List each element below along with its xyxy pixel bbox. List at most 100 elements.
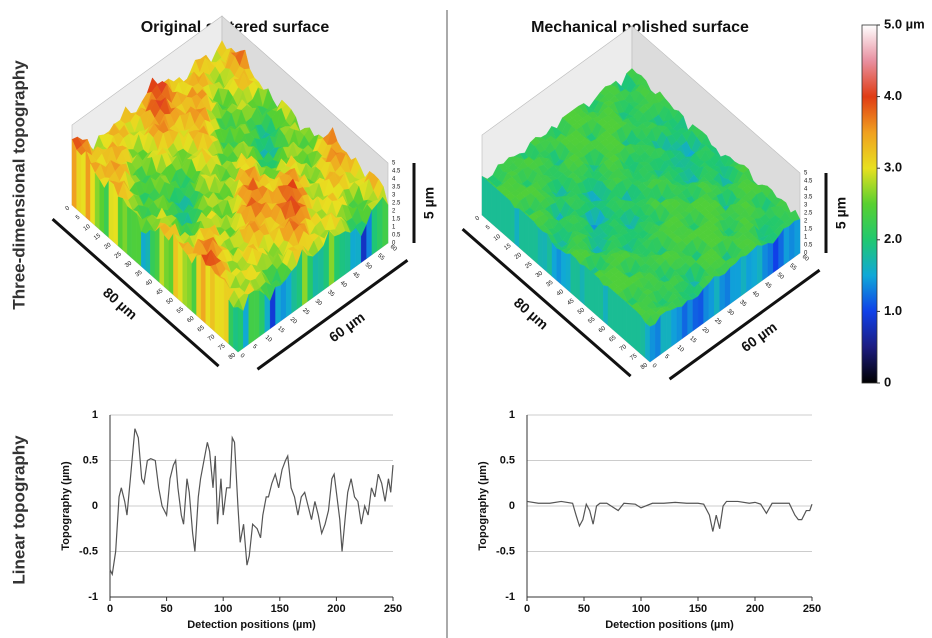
surface-side xyxy=(631,306,637,351)
surface-side xyxy=(676,306,683,343)
axis-line-3d xyxy=(461,227,632,378)
surface-side xyxy=(514,208,520,249)
tick-label-3d: 80 xyxy=(228,352,237,361)
surface-side xyxy=(76,149,82,214)
tick-label-3d: 2.5 xyxy=(392,201,401,207)
surface-side xyxy=(85,151,91,222)
surface-side xyxy=(168,233,174,296)
surface-side xyxy=(491,183,497,228)
surface-side xyxy=(692,296,699,332)
colorbar-label: 3.0 xyxy=(884,160,902,175)
surface-side xyxy=(173,232,179,300)
surface-side xyxy=(286,270,292,318)
surface-side xyxy=(756,245,763,285)
tick-label-3d: 15 xyxy=(688,336,697,345)
x-tick-label: 250 xyxy=(803,603,821,615)
surface-side xyxy=(724,266,731,308)
surface-side xyxy=(291,264,298,314)
x-axis-label: Detection positions (µm) xyxy=(605,619,734,631)
surface-side xyxy=(328,230,335,287)
surface-side xyxy=(104,179,110,239)
y-tick-label: -1 xyxy=(505,591,515,603)
surface-side xyxy=(237,306,244,353)
surface-side xyxy=(228,299,234,349)
surface-side xyxy=(528,216,534,261)
surface-side xyxy=(205,265,211,328)
surface-side xyxy=(210,265,216,333)
tick-label-3d: 60 xyxy=(801,254,810,263)
tick-label-3d: 50 xyxy=(166,297,175,306)
tick-label-3d: 0 xyxy=(239,353,246,360)
y-axis-label: Topography (µm) xyxy=(477,461,489,551)
tick-label-3d: 30 xyxy=(726,308,735,317)
tick-label-3d: 60 xyxy=(389,244,398,253)
tick-label-3d: 40 xyxy=(556,289,565,298)
surface-side xyxy=(612,290,618,334)
surface-side xyxy=(551,242,557,281)
row-label: Three-dimensional topography xyxy=(9,60,28,310)
tick-label-3d: 15 xyxy=(93,233,102,242)
surface-side xyxy=(182,248,188,308)
surface-side xyxy=(584,265,590,310)
tick-label-3d: 2 xyxy=(804,219,808,225)
surface-side xyxy=(382,196,389,248)
surface-side xyxy=(495,188,501,232)
tick-label-3d: 5 xyxy=(804,171,808,177)
surface-side xyxy=(117,196,123,251)
tick-label-3d: 70 xyxy=(207,334,216,343)
tick-label-3d: 60 xyxy=(598,325,607,334)
tick-label-3d: 55 xyxy=(176,306,185,315)
tick-label-3d: 5 xyxy=(251,344,258,351)
tick-label-3d: 80 xyxy=(640,362,649,371)
tick-label-3d: 35 xyxy=(326,289,335,298)
y-tick-label: 0 xyxy=(92,500,98,512)
surface-side xyxy=(122,197,128,255)
surface-side xyxy=(789,220,795,262)
surface-side xyxy=(164,234,170,292)
surface-side xyxy=(509,199,515,245)
surface-side xyxy=(177,241,183,304)
tick-label-3d: 0 xyxy=(392,241,396,247)
x-tick-label: 200 xyxy=(746,603,764,615)
tick-label-3d: 15 xyxy=(276,326,285,335)
surface-side xyxy=(150,229,156,279)
tick-label-3d: 65 xyxy=(608,334,617,343)
y-tick-label: -0.5 xyxy=(496,545,515,557)
x-tick-label: 150 xyxy=(689,603,707,615)
x-tick-label: 100 xyxy=(632,603,650,615)
surface-side xyxy=(90,163,96,226)
axis-label-3d: 5 µm xyxy=(833,197,849,229)
surface-side xyxy=(730,263,736,304)
tick-label-3d: 30 xyxy=(535,270,544,279)
tick-label-3d: 3.5 xyxy=(804,195,813,201)
tick-label-3d: 10 xyxy=(83,223,92,232)
surface-side xyxy=(280,278,287,322)
surface-side xyxy=(275,285,282,326)
tick-label-3d: 20 xyxy=(103,242,112,251)
y-tick-label: -0.5 xyxy=(79,545,98,557)
surface-side xyxy=(344,231,351,275)
surface-side xyxy=(617,294,623,338)
tick-label-3d: 55 xyxy=(788,263,797,272)
y-tick-label: 0.5 xyxy=(500,454,515,466)
tick-label-3d: 4.5 xyxy=(804,179,813,185)
row-label: Linear topography xyxy=(9,435,28,585)
surface-side xyxy=(505,196,511,240)
surface-side xyxy=(145,229,151,275)
line xyxy=(526,500,813,532)
surface-side xyxy=(519,208,525,253)
y-axis-label: Topography (µm) xyxy=(60,461,72,551)
colorbar-label: 4.0 xyxy=(884,88,902,103)
surface-side xyxy=(523,212,529,257)
surface-side xyxy=(607,286,613,330)
x-axis-label: Detection positions (µm) xyxy=(187,619,316,631)
tick-label-3d: 35 xyxy=(738,299,747,308)
tick-label-3d: 15 xyxy=(503,243,512,252)
tick-label-3d: 4 xyxy=(392,177,396,183)
tick-label-3d: 1.5 xyxy=(392,217,401,223)
y-tick-label: 0 xyxy=(509,500,515,512)
tick-label-3d: 10 xyxy=(264,335,273,344)
surface-side xyxy=(598,277,604,322)
